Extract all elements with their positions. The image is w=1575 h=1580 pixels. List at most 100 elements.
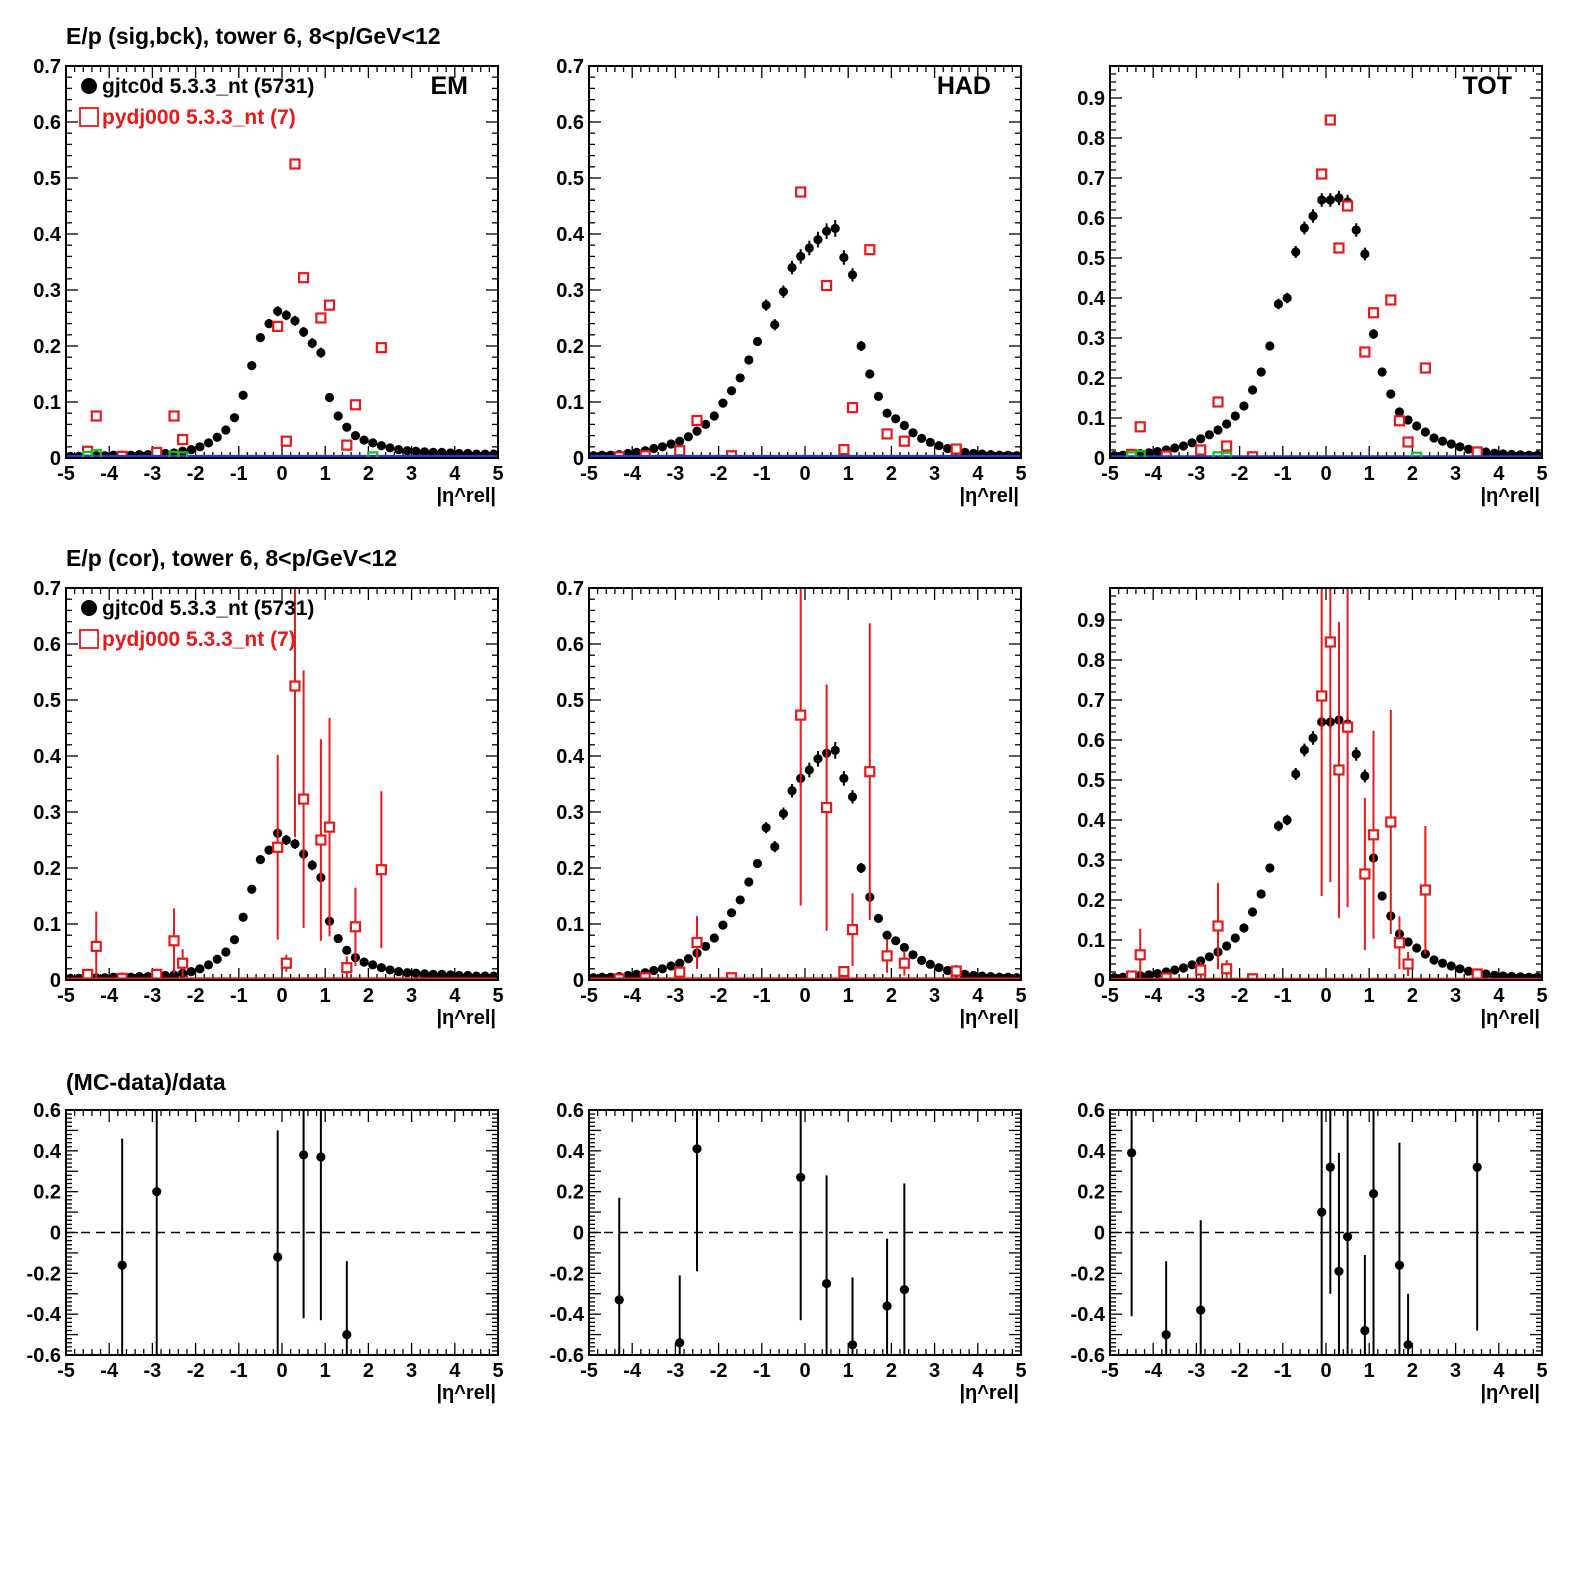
data-point xyxy=(683,954,693,964)
data-point xyxy=(614,1295,624,1305)
panel-r1c1: -5 -4 -3 -2 -1 0 1 2 3 4 5 0 0.1 0.2 0.3 0.4 0.5 0.6 0.7 |η… xyxy=(556,578,1026,1029)
x-tick-label: 5 xyxy=(492,463,503,485)
panel-r1c0: -5 -4 -3 -2 -1 0 1 2 3 4 5 0 0.1 0.2 0.3 0.4 0.5 0.6 0.7 |η… xyxy=(33,578,503,1029)
x-tick-label: 3 xyxy=(406,463,417,485)
data-point xyxy=(1386,389,1396,399)
data-point xyxy=(1463,444,1474,454)
mc-point xyxy=(1341,200,1354,212)
mc-point xyxy=(820,801,833,814)
mc-point xyxy=(1212,396,1224,408)
mc-point xyxy=(1125,970,1138,980)
data-point xyxy=(419,969,430,979)
data-layer xyxy=(1127,1110,1482,1355)
data-point xyxy=(942,965,953,976)
x-tick-label: -5 xyxy=(580,985,598,1007)
data-point xyxy=(1291,769,1301,779)
data-point xyxy=(1394,407,1405,417)
data-point xyxy=(368,438,378,448)
data-point xyxy=(899,1285,909,1295)
data-point xyxy=(934,963,944,973)
data-point xyxy=(804,765,814,775)
x-tick-label: -2 xyxy=(1231,463,1249,485)
y-tick-label: 0.5 xyxy=(1077,770,1105,792)
data-layer xyxy=(66,588,498,980)
mc-point xyxy=(838,965,850,978)
mc-point xyxy=(90,449,102,458)
data-point xyxy=(307,338,317,348)
data-point xyxy=(169,970,179,980)
y-tick-label: 0 xyxy=(1094,1223,1105,1245)
x-tick-label: -2 xyxy=(1231,985,1249,1007)
data-point xyxy=(804,243,814,253)
data-point xyxy=(203,438,214,448)
y-tick-label: -0.6 xyxy=(550,1345,584,1367)
mc-point xyxy=(846,923,859,936)
panel-r0c1: -5 -4 -3 -2 -1 0 1 2 3 4 5 0 0.1 0.2 0.3 0.4 0.5 0.6 0.7 |η… xyxy=(556,56,1026,507)
data-point xyxy=(385,965,395,975)
data-point xyxy=(934,441,944,451)
data-point xyxy=(735,373,745,383)
panel-frame xyxy=(588,65,1022,459)
x-tick-label: 3 xyxy=(1450,463,1461,485)
x-tick-label: 2 xyxy=(886,1360,897,1382)
data-point xyxy=(264,319,274,329)
data-point xyxy=(1368,329,1379,339)
data-point xyxy=(891,414,901,424)
data-point xyxy=(1239,401,1249,411)
data-point xyxy=(778,809,789,819)
data-point xyxy=(1230,411,1240,421)
data-point xyxy=(255,333,265,343)
x-tick-label: -2 xyxy=(1231,1360,1249,1382)
data-point xyxy=(1343,1231,1353,1242)
mc-point xyxy=(1316,168,1328,180)
data-point xyxy=(960,969,970,980)
y-tick-label: 0.6 xyxy=(1077,730,1105,752)
data-point xyxy=(290,316,300,326)
y-tick-label: 0.4 xyxy=(33,1141,62,1163)
data-point xyxy=(273,306,283,316)
legend-data-label: gjtc0d 5.3.3_nt (5731) xyxy=(102,597,314,620)
data-point xyxy=(402,968,412,978)
mc-point xyxy=(1341,721,1354,733)
data-point xyxy=(1438,958,1448,968)
data-point xyxy=(744,877,754,887)
mc-point xyxy=(1333,764,1345,776)
y-tick-label: 0.5 xyxy=(1077,248,1105,270)
mc-point xyxy=(1134,421,1146,433)
x-tick-label: 4 xyxy=(972,1360,984,1382)
data-point xyxy=(359,957,369,967)
y-tick-label: 0.6 xyxy=(1077,1100,1105,1122)
data-point xyxy=(1481,447,1491,457)
data-point xyxy=(1152,969,1163,979)
x-tick-label: -5 xyxy=(1101,1360,1119,1382)
y-tick-label: 0.3 xyxy=(556,802,584,824)
data-point xyxy=(247,361,257,371)
data-point xyxy=(701,419,711,429)
mc-point xyxy=(177,433,189,446)
data-point xyxy=(1446,961,1456,971)
y-tick-label: 0.1 xyxy=(556,914,584,936)
x-tick-label: -1 xyxy=(753,985,771,1007)
data-point xyxy=(1455,442,1465,452)
mc-point xyxy=(881,428,893,440)
x-tick-label: 1 xyxy=(320,1360,331,1382)
data-point xyxy=(1489,970,1500,980)
x-tick-label: 1 xyxy=(843,985,854,1007)
panel-frame xyxy=(588,587,1022,981)
x-tick-label: -5 xyxy=(1101,985,1119,1007)
mc-point xyxy=(1393,937,1406,949)
y-tick-label: 0.7 xyxy=(33,578,61,600)
y-tick-label: 0.4 xyxy=(1077,288,1106,310)
x-tick-label: 2 xyxy=(886,463,897,485)
y-tick-label: -0.2 xyxy=(1071,1263,1105,1285)
data-point xyxy=(718,920,728,930)
data-layer xyxy=(66,158,498,458)
data-point xyxy=(1222,941,1232,951)
data-point xyxy=(1360,249,1370,259)
data-point xyxy=(839,773,849,784)
data-point xyxy=(796,251,806,261)
data-point xyxy=(445,970,456,980)
data-point xyxy=(385,443,395,453)
x-tick-label: 0 xyxy=(799,463,810,485)
x-tick-label: 3 xyxy=(406,1360,417,1382)
